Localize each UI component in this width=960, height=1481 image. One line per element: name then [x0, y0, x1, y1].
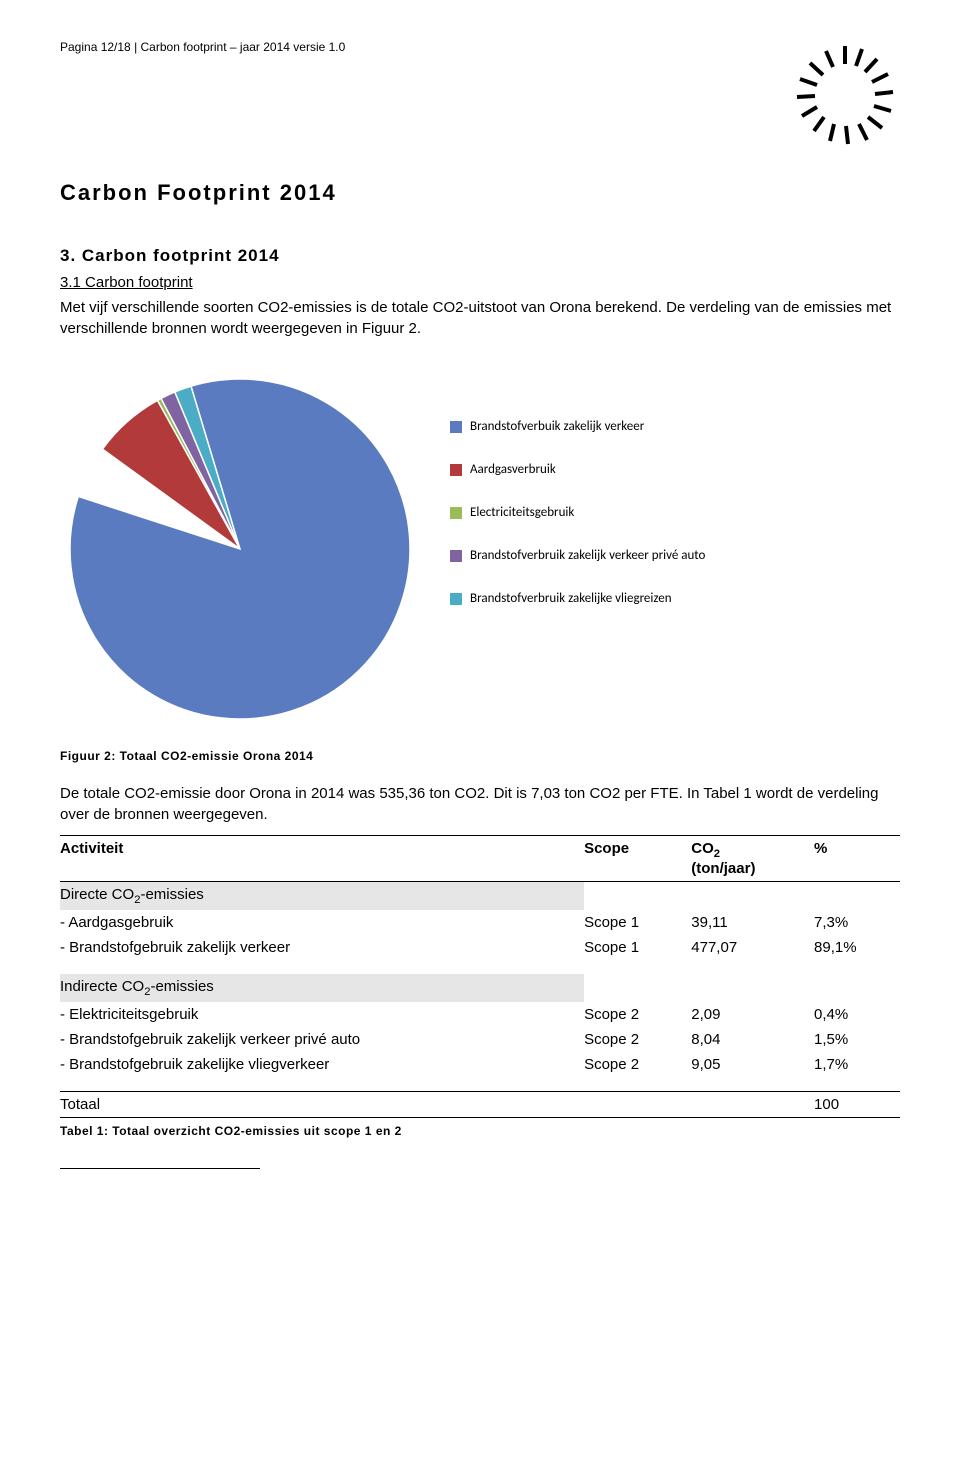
page-indicator: Pagina 12/18 | Carbon footprint – jaar 2…: [60, 40, 345, 54]
pie-chart-figure: Brandstofverbuik zakelijk verkeer Aardgas…: [60, 359, 900, 719]
subsection-heading-text: 3.1 Carbon footprint: [60, 274, 193, 291]
legend-label: Brandstofverbuik zakelijk verkeer: [470, 419, 644, 434]
col-co2-sub: 2: [714, 848, 720, 860]
col-scope: Scope: [584, 836, 691, 882]
legend-item: Electriciteitsgebruik: [450, 505, 705, 520]
table-caption: Tabel 1: Totaal overzicht CO2-emissies u…: [60, 1124, 900, 1138]
legend-swatch: [450, 550, 462, 562]
table-row: - Brandstofgebruik zakelijke vliegverkee…: [60, 1052, 900, 1077]
col-pct: %: [814, 836, 900, 882]
table-row: Indirecte CO2-emissies: [60, 974, 900, 1002]
table-row: [60, 960, 900, 974]
legend-item: Brandstofverbuik zakelijk verkeer: [450, 419, 705, 434]
legend-label: Electriciteitsgebruik: [470, 505, 574, 520]
table-row: - Brandstofgebruik zakelijk verkeer priv…: [60, 1027, 900, 1052]
table-row: Directe CO2-emissies: [60, 882, 900, 911]
legend-swatch: [450, 507, 462, 519]
legend-swatch: [450, 593, 462, 605]
pie-chart: [60, 359, 420, 719]
table-row: - AardgasgebruikScope 139,117,3%: [60, 910, 900, 935]
legend-item: Aardgasverbruik: [450, 462, 705, 477]
legend-label: Brandstofverbruik zakelijke vliegreizen: [470, 591, 672, 606]
document-title: Carbon Footprint 2014: [60, 180, 900, 206]
figure-caption: Figuur 2: Totaal CO2-emissie Orona 2014: [60, 749, 900, 763]
company-logo: [790, 40, 900, 150]
intro-paragraph: Met vijf verschillende soorten CO2-emiss…: [60, 297, 900, 339]
footer-rule: [60, 1168, 260, 1169]
table-row: Totaal100: [60, 1091, 900, 1117]
legend-swatch: [450, 421, 462, 433]
legend-swatch: [450, 464, 462, 476]
subsection-heading: 3.1 Carbon footprint: [60, 274, 900, 291]
section-heading: 3. Carbon footprint 2014: [60, 246, 900, 266]
legend-label: Brandstofverbruik zakelijk verkeer privé…: [470, 548, 705, 563]
col-co2: CO2 (ton/jaar): [691, 836, 814, 882]
result-paragraph: De totale CO2-emissie door Orona in 2014…: [60, 783, 900, 825]
pie-legend: Brandstofverbuik zakelijk verkeer Aardgas…: [450, 419, 705, 634]
legend-item: Brandstofverbruik zakelijke vliegreizen: [450, 591, 705, 606]
col-activiteit: Activiteit: [60, 836, 584, 882]
legend-label: Aardgasverbruik: [470, 462, 556, 477]
legend-item: Brandstofverbruik zakelijk verkeer privé…: [450, 548, 705, 563]
table-row: - Brandstofgebruik zakelijk verkeerScope…: [60, 935, 900, 960]
emissions-table: Activiteit Scope CO2 (ton/jaar) % Direct…: [60, 835, 900, 1118]
table-row: [60, 1077, 900, 1091]
page-header: Pagina 12/18 | Carbon footprint – jaar 2…: [60, 40, 900, 150]
col-co2-text: CO: [691, 840, 714, 857]
col-co2-unit: (ton/jaar): [691, 860, 755, 877]
table-row: - ElektriciteitsgebruikScope 22,090,4%: [60, 1002, 900, 1027]
